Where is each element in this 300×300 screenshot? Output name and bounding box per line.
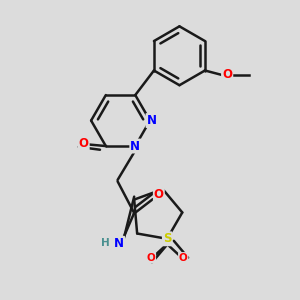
Text: O: O — [146, 253, 155, 263]
Text: S: S — [163, 232, 171, 245]
Text: N: N — [130, 140, 140, 153]
Text: O: O — [79, 136, 89, 150]
Text: N: N — [114, 237, 124, 250]
Text: N: N — [146, 114, 157, 127]
Text: H: H — [101, 238, 110, 248]
Text: O: O — [179, 253, 188, 263]
Text: O: O — [154, 188, 164, 201]
Text: O: O — [222, 68, 232, 81]
